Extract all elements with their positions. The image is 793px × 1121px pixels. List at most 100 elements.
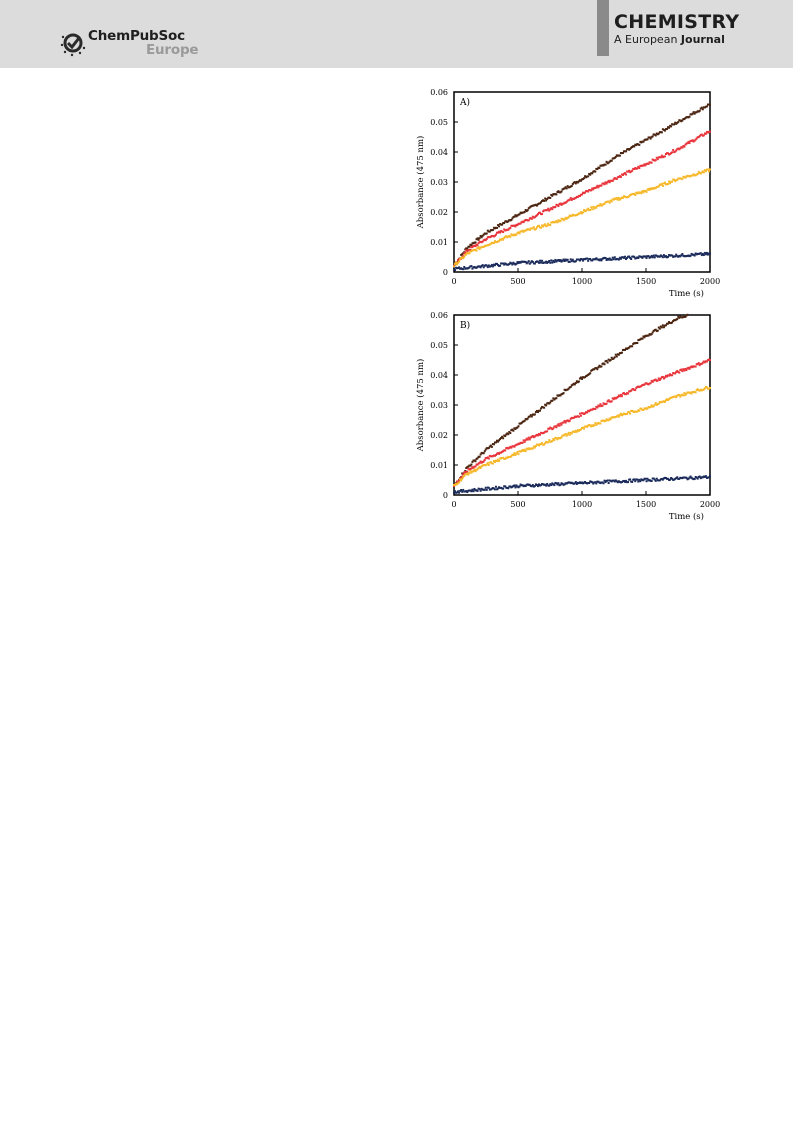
data-point [677,255,680,258]
data-point [514,454,517,457]
data-point [493,227,496,230]
data-point [584,412,587,415]
data-point [589,189,592,192]
data-point [665,398,668,401]
data-point [588,424,591,427]
data-point [567,481,570,484]
data-point [533,262,536,265]
data-point [460,476,463,479]
data-point [477,265,480,268]
data-point [490,263,493,266]
data-point [507,235,510,238]
data-point [590,259,593,262]
data-point [611,198,614,201]
data-point [689,113,692,116]
data-point [698,252,701,255]
data-point [619,412,622,415]
data-point [547,427,550,430]
data-point [536,443,539,446]
data-point [563,388,566,391]
data-point [475,243,478,246]
data-point [675,122,678,125]
data-point [520,484,523,487]
data-point [469,469,472,472]
data-point [630,480,633,483]
data-point [669,153,672,156]
data-point [632,478,635,481]
data-point [701,134,704,137]
x-axis-label: Time (s) [669,288,704,299]
data-point [596,184,599,187]
data-point [453,267,455,270]
data-point [696,477,699,480]
data-point [475,249,478,252]
data-point [590,480,593,483]
data-point [510,218,513,221]
data-point [563,201,566,204]
data-point [480,241,483,244]
chart-panel-a: 0 500 1000 1500 2000 0 0.01 0.02 0.03 0.04 0.05 0.0… [410,80,730,305]
data-point [670,322,673,325]
data-point [575,195,578,198]
data-point [574,429,577,432]
data-point [661,478,664,481]
data-point [528,217,531,220]
data-point [537,202,540,205]
data-point [551,428,554,431]
data-point [570,432,573,435]
data-point [568,214,571,217]
data-point [609,479,612,482]
data-point [694,476,697,479]
data-point [507,228,510,231]
data-point [594,258,597,261]
data-point [540,201,543,204]
data-point [490,229,493,232]
data-point [533,446,536,449]
data-point [514,263,517,266]
data-point [610,356,613,359]
data-point [477,246,480,249]
data-point [618,480,621,483]
data-point [701,388,704,391]
data-point [571,197,574,200]
data-point [619,481,622,484]
data-point [646,162,649,165]
data-point [619,176,622,179]
data-point [638,167,641,170]
data-point [683,118,686,121]
data-point [487,243,490,246]
data-point [475,238,478,241]
data-point [462,255,465,258]
data-point [601,182,604,185]
data-point [656,329,659,332]
data-point [511,234,514,237]
data-point [698,364,701,367]
data-point [471,246,474,249]
data-point [487,264,490,267]
data-point [606,479,609,482]
data-point [688,142,691,145]
data-point [491,241,494,244]
data-point [483,459,486,462]
data-point [669,397,672,400]
data-point [606,257,609,260]
journal-subtitle-bold: Journal [680,33,725,46]
data-point [490,487,493,490]
data-point [596,480,599,483]
data-point [654,378,657,381]
data-point [488,230,491,233]
data-point [573,260,576,263]
data-point [664,374,667,377]
data-point [702,360,705,363]
data-point [457,481,460,484]
data-point [706,103,709,106]
data-point [593,170,596,173]
chempubsoc-star-icon [60,33,86,57]
data-point [466,250,469,253]
data-point [520,212,523,215]
data-point [689,366,692,369]
data-point [634,257,637,260]
data-point [647,406,650,409]
data-point [540,431,543,434]
data-point [655,185,658,188]
